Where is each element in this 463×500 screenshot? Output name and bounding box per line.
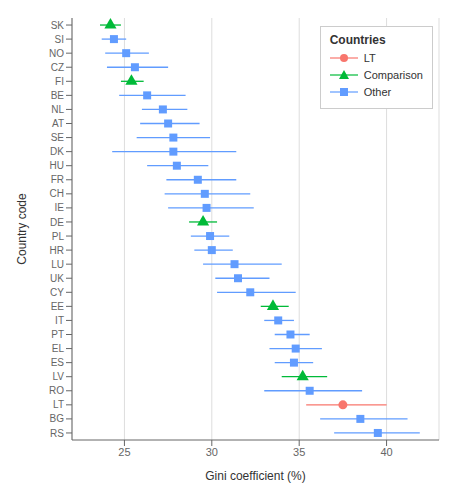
svg-text:DK: DK — [50, 146, 64, 157]
svg-text:IT: IT — [55, 315, 64, 326]
svg-text:SE: SE — [51, 132, 65, 143]
svg-text:FI: FI — [55, 76, 64, 87]
svg-text:35: 35 — [293, 446, 305, 458]
svg-text:UK: UK — [50, 273, 64, 284]
html-text:Comparison: Comparison — [363, 69, 423, 81]
svg-text:CH: CH — [50, 188, 64, 199]
svg-text:HR: HR — [50, 245, 64, 256]
svg-text:LV: LV — [53, 371, 65, 382]
svg-text:Gini coefficient (%): Gini coefficient (%) — [205, 469, 305, 483]
svg-text:PT: PT — [51, 329, 64, 340]
svg-text:AT: AT — [52, 118, 64, 129]
svg-text:NL: NL — [51, 104, 64, 115]
svg-text:ES: ES — [51, 357, 65, 368]
svg-text:EE: EE — [51, 301, 65, 312]
svg-text:DE: DE — [50, 217, 64, 228]
svg-text:SK: SK — [51, 20, 65, 31]
svg-text:LT: LT — [53, 399, 64, 410]
svg-text:25: 25 — [118, 446, 130, 458]
svg-text:FR: FR — [51, 174, 64, 185]
svg-text:IE: IE — [55, 202, 65, 213]
svg-text:PL: PL — [52, 231, 65, 242]
svg-text:BE: BE — [51, 90, 65, 101]
svg-text:CZ: CZ — [51, 62, 64, 73]
svg-text:Country code: Country code — [15, 193, 29, 265]
svg-text:EL: EL — [52, 343, 65, 354]
html-text:LT: LT — [363, 52, 376, 64]
svg-text:HU: HU — [50, 160, 64, 171]
html-text:Countries: Countries — [329, 33, 386, 47]
svg-text:RO: RO — [49, 385, 64, 396]
svg-text:RS: RS — [50, 428, 64, 439]
html-text:Other: Other — [363, 86, 392, 98]
svg-text:BG: BG — [50, 413, 65, 424]
svg-text:LU: LU — [51, 259, 64, 270]
svg-text:30: 30 — [206, 446, 218, 458]
svg-text:40: 40 — [380, 446, 392, 458]
svg-text:CY: CY — [50, 287, 64, 298]
svg-text:NO: NO — [49, 48, 64, 59]
svg-text:SI: SI — [55, 34, 64, 45]
